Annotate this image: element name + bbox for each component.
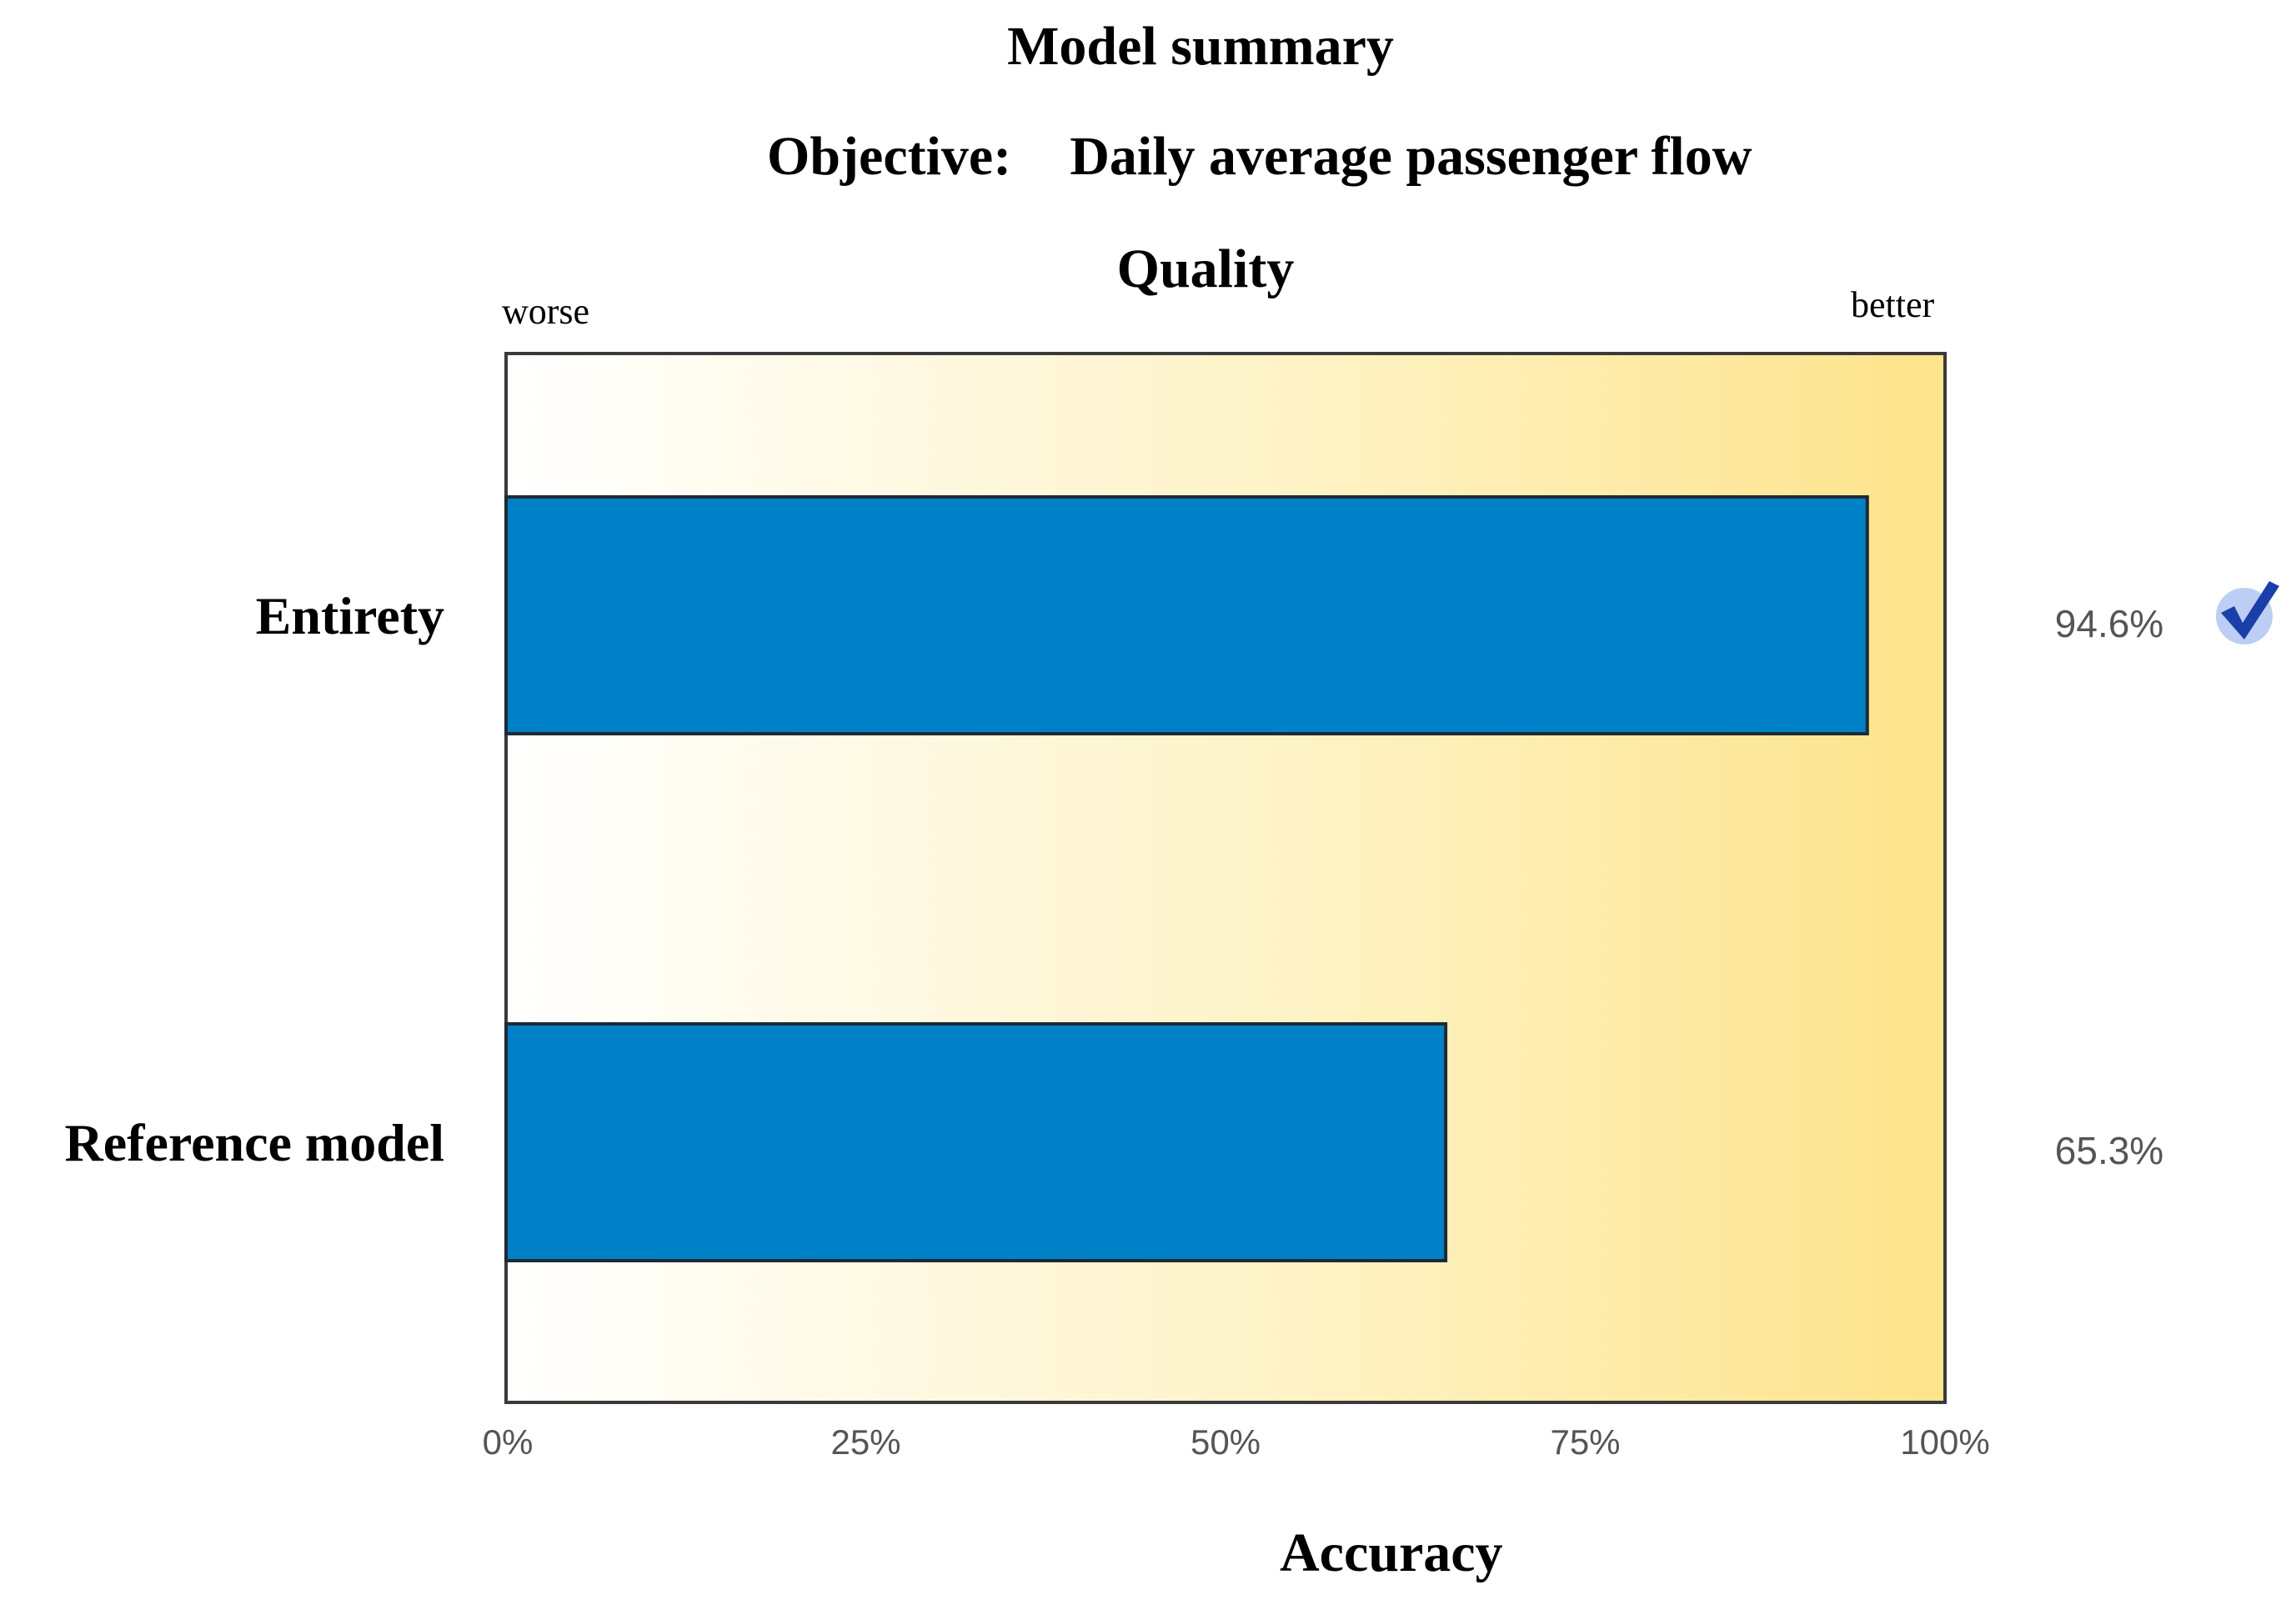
objective-value: Daily average passenger flow [1070, 126, 1752, 187]
better-label: better [1851, 284, 1935, 325]
value-label: 94.6% [2055, 602, 2163, 645]
objective-line: Objective: Daily average passenger flow [767, 125, 1752, 188]
x-tick-label: 25% [830, 1422, 900, 1462]
check-mark-icon [2216, 581, 2279, 645]
objective-label: Objective: [767, 126, 1012, 187]
check-glyph [2221, 581, 2279, 639]
chart-title: Model summary [1007, 16, 1394, 77]
category-label: Reference model [65, 1113, 445, 1172]
bar-reference-model [504, 1022, 1448, 1262]
bar-entirety [504, 495, 1869, 735]
x-tick-label: 0% [483, 1422, 534, 1462]
quality-title: Quality [1116, 238, 1295, 299]
worse-label: worse [502, 291, 590, 332]
x-axis-title: Accuracy [1280, 1522, 1503, 1583]
category-label: Entirety [256, 586, 444, 645]
x-tick-label: 50% [1191, 1422, 1261, 1462]
x-tick-label: 100% [1900, 1422, 1989, 1462]
x-tick-label: 75% [1550, 1422, 1620, 1462]
value-label: 65.3% [2055, 1129, 2163, 1172]
